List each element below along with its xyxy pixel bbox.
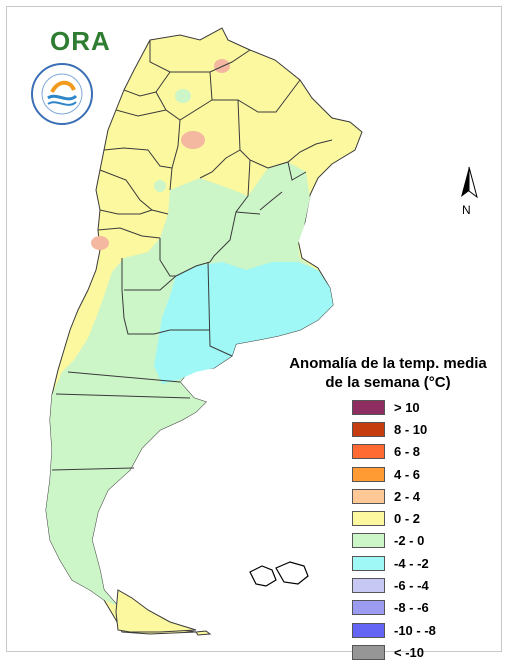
legend-item: 2 - 4 (352, 485, 436, 507)
hotspot-west (91, 236, 109, 250)
legend-item: > 10 (352, 396, 436, 418)
legend-label: > 10 (394, 399, 420, 415)
legend-swatch (352, 399, 385, 415)
isla-de-los-estados (195, 630, 212, 636)
legend-label: 8 - 10 (394, 421, 428, 437)
legend-item: -2 - 0 (352, 530, 436, 552)
malvinas-islands (249, 561, 309, 587)
cool-spot-north (175, 89, 191, 103)
legend-label: 6 - 8 (394, 444, 421, 460)
legend-title-line1: Anomalía de la temp. media (289, 355, 487, 372)
legend-swatch (352, 421, 385, 437)
smn-seal-icon (31, 63, 93, 125)
legend-label: 4 - 6 (394, 466, 421, 482)
legend-item: < -10 (352, 641, 436, 663)
anomaly-zone-minus4-minus2 (154, 262, 333, 384)
legend-label: -10 - -8 (394, 622, 436, 638)
map-frame (6, 6, 502, 652)
legend: > 10 8 - 10 6 - 8 4 - 6 2 - 4 0 - 2 -2 - 0 -4 -… (352, 396, 436, 664)
legend-title-line2: de la semana (°C) (325, 374, 451, 391)
legend-swatch (352, 511, 385, 527)
legend-swatch (352, 444, 385, 460)
legend-label: -8 - -6 (394, 600, 429, 616)
legend-swatch (352, 578, 385, 594)
legend-item: -6 - -4 (352, 574, 436, 596)
legend-item: 4 - 6 (352, 463, 436, 485)
legend-item: 0 - 2 (352, 507, 436, 529)
hotspot-northwest (181, 131, 205, 149)
legend-item: 6 - 8 (352, 441, 436, 463)
legend-item: -8 - -6 (352, 597, 436, 619)
province-borders (51, 40, 333, 471)
legend-swatch (352, 644, 385, 660)
legend-label: < -10 (394, 644, 424, 660)
legend-swatch (352, 555, 385, 571)
tierra-del-fuego (115, 589, 197, 633)
legend-label: -2 - 0 (394, 533, 425, 549)
legend-swatch (352, 622, 385, 638)
legend-swatch (352, 488, 385, 504)
ora-logo: ORA (50, 26, 111, 56)
legend-label: 2 - 4 (394, 488, 421, 504)
north-arrow-icon (461, 166, 478, 199)
legend-item: 8 - 10 (352, 418, 436, 440)
legend-label: -6 - -4 (394, 578, 429, 594)
legend-swatch (352, 533, 385, 549)
legend-swatch (352, 600, 385, 616)
legend-label: 0 - 2 (394, 511, 421, 527)
legend-label: -4 - -2 (394, 555, 429, 571)
north-label: N (462, 203, 471, 217)
legend-item: -10 - -8 (352, 619, 436, 641)
legend-swatch (352, 466, 385, 482)
cool-spot-center (154, 180, 166, 192)
legend-item: -4 - -2 (352, 552, 436, 574)
legend-title: Anomalía de la temp. media de la semana … (270, 354, 506, 392)
